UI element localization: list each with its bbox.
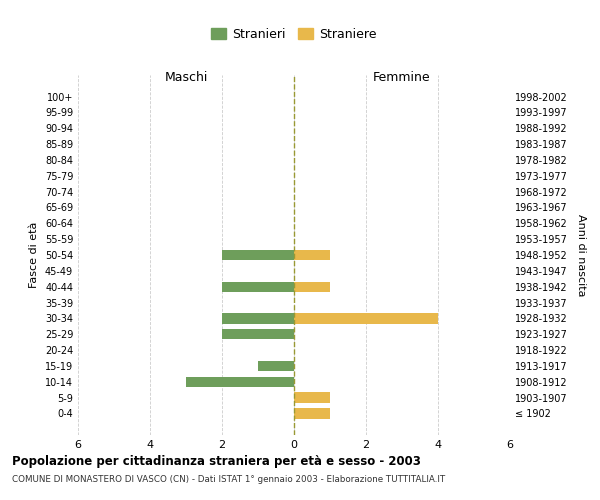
Bar [222,313,294,324]
Bar [294,392,330,403]
Bar [294,313,438,324]
Bar [294,250,330,260]
Bar [294,408,330,418]
Text: COMUNE DI MONASTERO DI VASCO (CN) - Dati ISTAT 1° gennaio 2003 - Elaborazione TU: COMUNE DI MONASTERO DI VASCO (CN) - Dati… [12,475,445,484]
Bar [222,329,294,340]
Text: Femmine: Femmine [373,71,431,84]
Bar [186,376,294,387]
Y-axis label: Fasce di età: Fasce di età [29,222,39,288]
Bar [258,361,294,371]
Y-axis label: Anni di nascita: Anni di nascita [576,214,586,296]
Bar [294,282,330,292]
Bar [222,250,294,260]
Bar [222,282,294,292]
Legend: Stranieri, Straniere: Stranieri, Straniere [209,26,380,44]
Text: Maschi: Maschi [164,71,208,84]
Text: Popolazione per cittadinanza straniera per età e sesso - 2003: Popolazione per cittadinanza straniera p… [12,455,421,468]
